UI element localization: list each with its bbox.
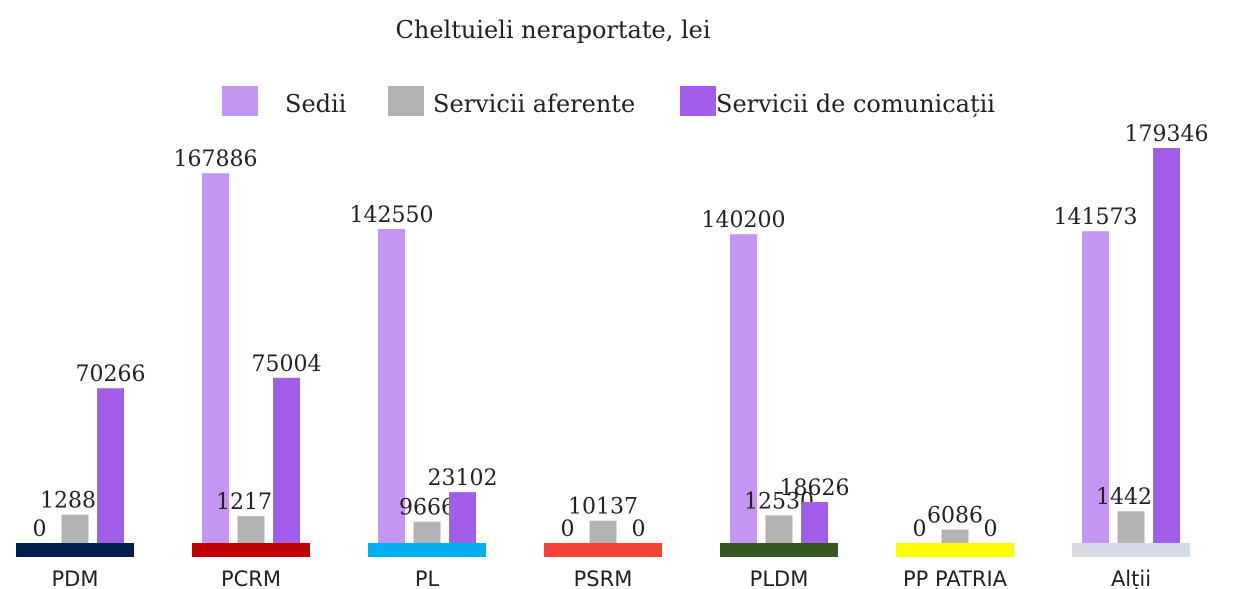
x-tick-label: PCRM — [221, 567, 281, 589]
category-strip — [544, 543, 662, 557]
value-label: 9666 — [399, 496, 455, 521]
value-label: 167886 — [174, 147, 258, 172]
x-tick-label: PL — [415, 567, 440, 589]
category-strip — [16, 543, 134, 557]
value-label: 0 — [913, 517, 927, 542]
bar — [1082, 231, 1109, 543]
bar — [202, 173, 229, 543]
legend-swatch — [388, 86, 424, 116]
bar — [449, 492, 476, 543]
value-label: 0 — [984, 517, 998, 542]
value-label: 23102 — [428, 466, 498, 491]
x-tick-label: PP PATRIA — [903, 567, 1008, 589]
legend-label: Servicii de comunicații — [716, 90, 995, 118]
value-label: 0 — [33, 517, 47, 542]
x-tick-label: PDM — [52, 567, 99, 589]
category-strip — [720, 543, 838, 557]
legend-swatch — [222, 86, 258, 116]
value-label: 6086 — [927, 504, 983, 529]
value-label: 142550 — [350, 203, 434, 228]
bar — [589, 520, 617, 543]
value-label: 10137 — [568, 495, 638, 520]
bar — [1153, 148, 1180, 543]
bar — [61, 514, 89, 543]
bar — [765, 515, 793, 543]
legend-swatch — [680, 86, 716, 116]
x-tick-label: PSRM — [574, 567, 633, 589]
category-strip — [368, 543, 486, 557]
value-label: 179346 — [1125, 122, 1209, 147]
legend-label: Sedii — [285, 90, 347, 118]
chart-title: Cheltuieli neraportate, lei — [396, 16, 711, 44]
bar — [730, 234, 757, 543]
value-label: 0 — [632, 517, 646, 542]
bar — [378, 229, 405, 543]
x-tick-label: Alții — [1111, 567, 1151, 589]
value-label: 70266 — [76, 362, 146, 387]
x-tick-label: PLDM — [750, 567, 809, 589]
category-strip — [1072, 543, 1190, 557]
bar — [273, 377, 300, 543]
bar — [941, 529, 969, 543]
value-label: 0 — [561, 517, 575, 542]
value-label: 141573 — [1054, 205, 1138, 230]
category-strip — [192, 543, 310, 557]
bar — [237, 516, 265, 543]
bar — [97, 388, 124, 543]
legend-label: Servicii aferente — [433, 90, 635, 118]
bar — [1117, 511, 1145, 543]
value-label: 75004 — [252, 352, 322, 377]
bar — [413, 521, 441, 543]
value-label: 18626 — [780, 476, 850, 501]
bar — [801, 501, 828, 543]
value-label: 140200 — [702, 208, 786, 233]
category-strip — [896, 543, 1014, 557]
